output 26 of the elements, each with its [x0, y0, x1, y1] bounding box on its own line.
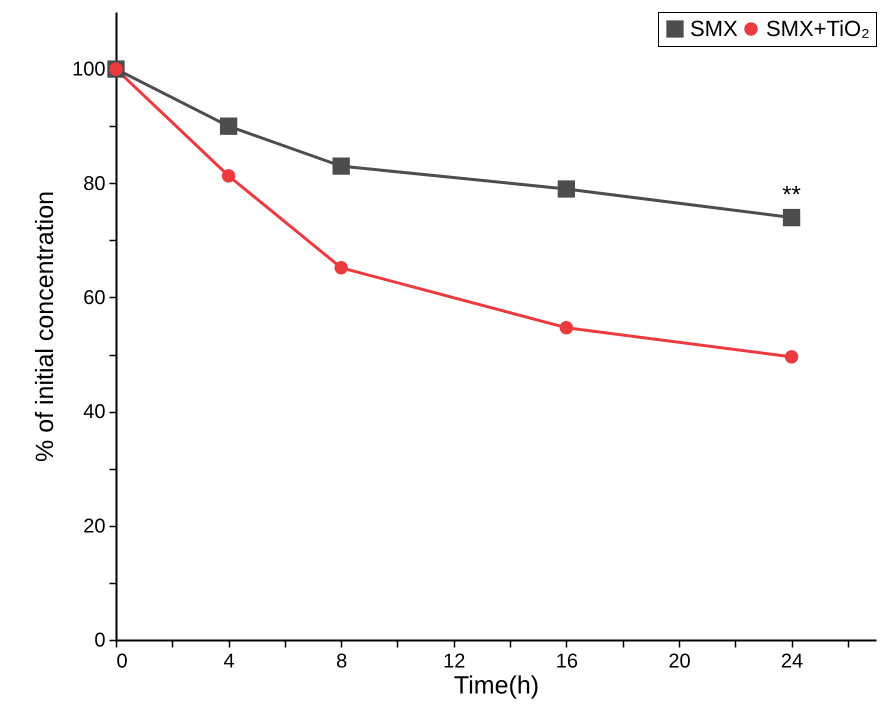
- point: [784, 350, 798, 364]
- y-axis-title: % of initial concentration: [31, 191, 60, 462]
- point: [558, 180, 576, 198]
- legend-label: SMX+TiO₂: [766, 16, 870, 41]
- x-axis-title: Time(h): [454, 672, 540, 700]
- point: [782, 208, 800, 226]
- y-tick-label: 80: [83, 172, 106, 195]
- point: [332, 157, 350, 175]
- x-tick-label: 8: [336, 650, 348, 672]
- y-tick-label: 40: [83, 401, 106, 424]
- point: [334, 261, 348, 274]
- point: [560, 321, 574, 334]
- point: [222, 169, 236, 183]
- y-tick-label: 100: [72, 58, 106, 81]
- y-tick-label: 0: [94, 630, 106, 652]
- point: [220, 118, 238, 135]
- x-tick-label: 20: [668, 650, 691, 672]
- x-tick-label: 16: [556, 650, 578, 672]
- annotation: **: [782, 182, 801, 209]
- y-tick-label: 60: [83, 286, 106, 309]
- legend-label: SMX: [690, 16, 738, 41]
- x-tick-label: 24: [780, 650, 804, 672]
- x-tick-label: 12: [443, 650, 466, 672]
- y-tick-label: 20: [83, 515, 106, 538]
- x-tick-label: 0: [116, 650, 128, 672]
- x-tick-label: 4: [224, 650, 235, 672]
